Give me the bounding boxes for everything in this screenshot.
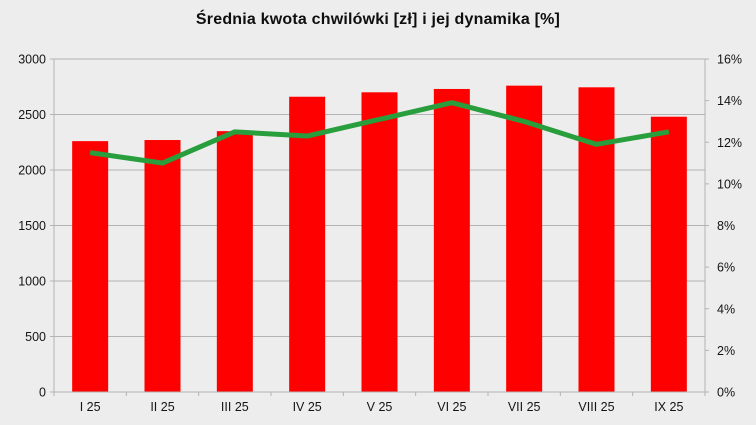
bar-IX 25 (650, 116, 687, 392)
bar-IV 25 (289, 96, 326, 393)
x-axis-label: VIII 25 (578, 400, 614, 414)
right-axis-label: 2% (717, 344, 735, 358)
x-axis-label: II 25 (150, 400, 174, 414)
bar-III 25 (216, 131, 253, 392)
x-axis-label: V 25 (367, 400, 393, 414)
right-axis-label: 16% (717, 53, 742, 67)
x-axis-label: VII 25 (508, 400, 541, 414)
x-axis-label: IV 25 (293, 400, 322, 414)
right-axis-label: 14% (717, 94, 742, 108)
left-axis-label: 2000 (18, 164, 46, 178)
x-axis-label: VI 25 (437, 400, 466, 414)
left-axis-label: 2500 (18, 108, 46, 122)
bar-II 25 (144, 140, 181, 392)
right-axis-label: 10% (717, 177, 742, 191)
bar-I 25 (72, 141, 109, 392)
right-axis-label: 8% (717, 219, 735, 233)
left-axis-label: 1500 (18, 219, 46, 233)
left-axis-label: 1000 (18, 275, 46, 289)
right-axis-label: 6% (717, 261, 735, 275)
bar-V 25 (361, 92, 398, 393)
x-axis-label: IX 25 (654, 400, 683, 414)
right-axis-label: 12% (717, 136, 742, 150)
left-axis-label: 0 (39, 386, 46, 400)
left-axis-label: 3000 (18, 53, 46, 67)
right-axis-label: 4% (717, 302, 735, 316)
bar-VII 25 (506, 85, 543, 392)
x-axis-label: I 25 (80, 400, 101, 414)
bar-VIII 25 (578, 87, 615, 393)
bar-VI 25 (433, 88, 470, 392)
left-axis-label: 500 (25, 330, 46, 344)
line-series (89, 100, 670, 166)
right-axis-label: 0% (717, 386, 735, 400)
chart-title: Średnia kwota chwilówki [zł] i jej dynam… (195, 11, 561, 28)
x-axis-label: III 25 (221, 400, 249, 414)
